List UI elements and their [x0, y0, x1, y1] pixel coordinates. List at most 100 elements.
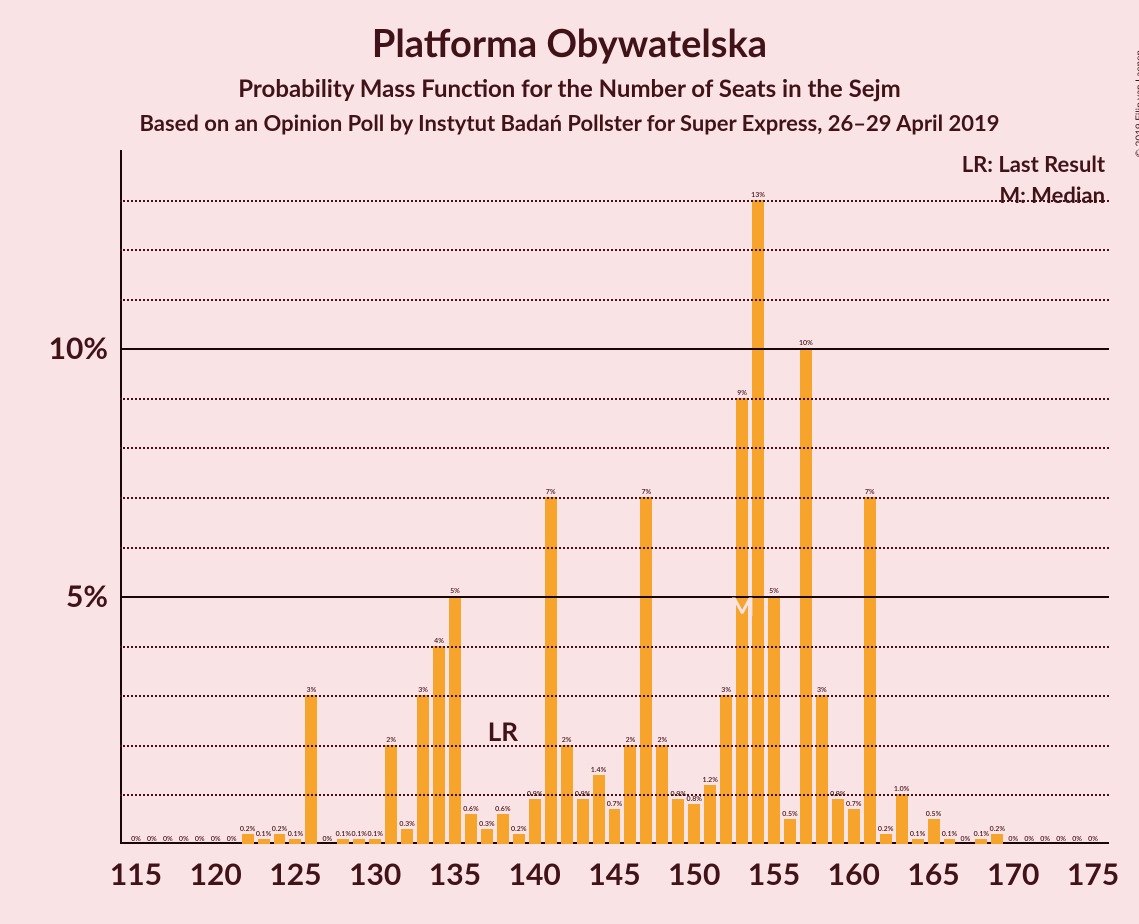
bar: 7% — [864, 497, 876, 844]
gridline-minor — [120, 249, 1109, 251]
bar-value-label: 0% — [1040, 835, 1050, 843]
bar-value-label: 0% — [163, 835, 173, 843]
bar-value-label: 0% — [131, 835, 141, 843]
gridline-minor — [120, 745, 1109, 747]
bar-value-label: 3% — [721, 686, 731, 694]
bar: 3% — [816, 695, 828, 844]
bar-value-label: 0% — [322, 835, 332, 843]
bar-value-label: 0.5% — [782, 810, 797, 818]
x-tick-label: 130 — [349, 844, 401, 892]
bar: 7% — [545, 497, 557, 844]
gridline-minor — [120, 695, 1109, 697]
bar: 0.1% — [975, 839, 987, 844]
x-tick-label: 120 — [190, 844, 242, 892]
chart-container: Platforma Obywatelska Probability Mass F… — [0, 0, 1139, 924]
bar-value-label: 0% — [195, 835, 205, 843]
y-tick-label: 5% — [66, 578, 120, 614]
bar-value-label: 0% — [147, 835, 157, 843]
bar: 5% — [768, 596, 780, 844]
bar-value-label: 3% — [307, 686, 317, 694]
bar-value-label: 0.5% — [926, 810, 941, 818]
bar-value-label: 4% — [434, 637, 444, 645]
x-tick-label: 175 — [1067, 844, 1119, 892]
x-tick-label: 150 — [668, 844, 720, 892]
bar-value-label: 0% — [1056, 835, 1066, 843]
bar-value-label: 0.7% — [607, 800, 622, 808]
bar: 0.2% — [991, 834, 1003, 844]
bar-value-label: 7% — [642, 488, 652, 496]
bar: 0.3% — [401, 829, 413, 844]
gridline-minor — [120, 794, 1109, 796]
bar-value-label: 0.1% — [974, 830, 989, 838]
x-tick-label: 170 — [987, 844, 1039, 892]
bar-value-label: 5% — [450, 587, 460, 595]
bar-value-label: 0.3% — [479, 820, 494, 828]
gridline-minor — [120, 299, 1109, 301]
bar: 0.7% — [848, 809, 860, 844]
gridline-minor — [120, 497, 1109, 499]
bar-value-label: 1.0% — [894, 785, 909, 793]
x-tick-label: 165 — [907, 844, 959, 892]
plot-area: 0%0%0%0%0%0%0%0.2%0.1%0.2%0.1%3%0%0.1%0.… — [120, 150, 1109, 844]
bar-value-label: 0.1% — [910, 830, 925, 838]
bar-value-label: 7% — [546, 488, 556, 496]
bar-value-label: 0% — [227, 835, 237, 843]
bar: 7% — [640, 497, 652, 844]
chart-title: Platforma Obywatelska — [30, 20, 1109, 66]
bar-value-label: 1.4% — [591, 766, 606, 774]
bar: 0.6% — [497, 814, 509, 844]
bar: 3% — [417, 695, 429, 844]
bar-value-label: 0% — [211, 835, 221, 843]
bar: 3% — [305, 695, 317, 844]
bar-value-label: 0% — [1072, 835, 1082, 843]
x-tick-label: 145 — [588, 844, 640, 892]
bar-value-label: 0.1% — [367, 830, 382, 838]
bar-value-label: 0.8% — [687, 795, 702, 803]
bar-value-label: 0.2% — [878, 825, 893, 833]
bar: 0.2% — [242, 834, 254, 844]
bar-value-label: 0% — [961, 835, 971, 843]
bar-value-label: 0.1% — [352, 830, 367, 838]
bar-value-label: 10% — [799, 339, 813, 347]
bar-value-label: 0.2% — [511, 825, 526, 833]
gridline-minor — [120, 547, 1109, 549]
bar: 0.9% — [832, 799, 844, 844]
gridline-major — [120, 348, 1109, 350]
gridline-minor — [120, 398, 1109, 400]
bar-value-label: 0% — [1008, 835, 1018, 843]
bar: 0.6% — [465, 814, 477, 844]
bar: 0.5% — [928, 819, 940, 844]
bar: 0.3% — [481, 829, 493, 844]
bar: 0.9% — [577, 799, 589, 844]
x-tick-label: 155 — [748, 844, 800, 892]
bar: 0.5% — [784, 819, 796, 844]
bar-value-label: 0.2% — [990, 825, 1005, 833]
bar: 0.9% — [529, 799, 541, 844]
chart-subtitle: Probability Mass Function for the Number… — [30, 74, 1109, 103]
bar: 0.8% — [688, 804, 700, 844]
bar-value-label: 0% — [179, 835, 189, 843]
bar-value-label: 0.1% — [336, 830, 351, 838]
bar-value-label: 0.6% — [463, 805, 478, 813]
x-tick-label: 140 — [509, 844, 561, 892]
bar-value-label: 0% — [1024, 835, 1034, 843]
bar-value-label: 0.3% — [399, 820, 414, 828]
bar-value-label: 0.7% — [846, 800, 861, 808]
bar-value-label: 1.2% — [702, 776, 717, 784]
marker-last-result: LR — [488, 715, 518, 747]
bar-value-label: 0.1% — [288, 830, 303, 838]
bar-value-label: 2% — [562, 736, 572, 744]
x-tick-label: 115 — [110, 844, 162, 892]
bar-value-label: 0.6% — [495, 805, 510, 813]
bar-value-label: 5% — [769, 587, 779, 595]
bar: 0.2% — [513, 834, 525, 844]
bar-value-label: 2% — [386, 736, 396, 744]
bar-value-label: 13% — [751, 191, 765, 199]
marker-median: M — [730, 590, 755, 622]
gridline-minor — [120, 447, 1109, 449]
bar: 0.7% — [609, 809, 621, 844]
bar: 0.2% — [880, 834, 892, 844]
bar: 0.1% — [258, 839, 270, 844]
bar: 1.0% — [896, 794, 908, 844]
bar: 13% — [752, 200, 764, 844]
